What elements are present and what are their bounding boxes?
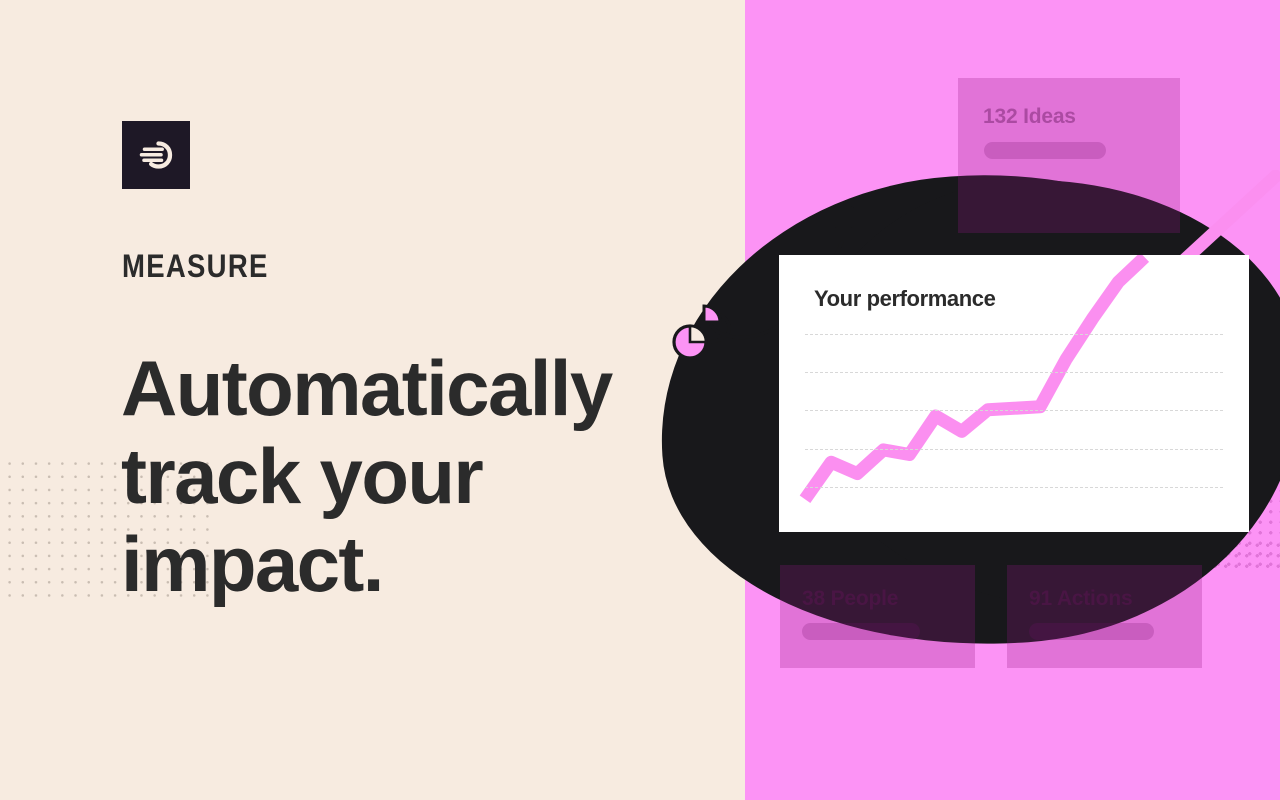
chart-gridline — [805, 334, 1223, 335]
chart-gridline — [805, 372, 1223, 373]
stat-card-ideas[interactable]: 132 Ideas — [958, 78, 1180, 233]
chart-line-series — [799, 255, 1150, 503]
performance-chart-card[interactable]: Your performance — [779, 255, 1249, 532]
chart-gridline — [805, 487, 1223, 488]
x-mark-icon — [834, 206, 854, 228]
brand-logo — [122, 121, 190, 189]
stat-card-actions[interactable]: 91 Actions — [1007, 565, 1202, 668]
stat-card-label: 91 Actions — [1029, 587, 1133, 610]
dot-grid-left — [0, 454, 213, 602]
page-title: Automatically track your impact. — [121, 344, 681, 608]
stat-card-progress-bar — [802, 623, 920, 640]
pie-chart-icon — [672, 304, 722, 360]
headline-line-3: impact. — [121, 520, 384, 608]
stat-card-label: 132 Ideas — [983, 105, 1076, 128]
stat-card-label: 38 People — [802, 587, 899, 610]
chart-gridline — [805, 410, 1223, 411]
chart-gridline — [805, 449, 1223, 450]
headline-line-1: Automatically — [121, 344, 613, 432]
stat-card-progress-bar — [1029, 623, 1154, 640]
speed-swoosh-icon — [134, 133, 178, 177]
stat-card-people[interactable]: 38 People — [780, 565, 975, 668]
headline-line-2: track your — [121, 432, 484, 520]
eyebrow-label: MEASURE — [122, 248, 269, 284]
chart-plot-area — [779, 255, 1249, 532]
chart-title: Your performance — [814, 286, 996, 311]
stat-card-progress-bar — [984, 142, 1106, 159]
